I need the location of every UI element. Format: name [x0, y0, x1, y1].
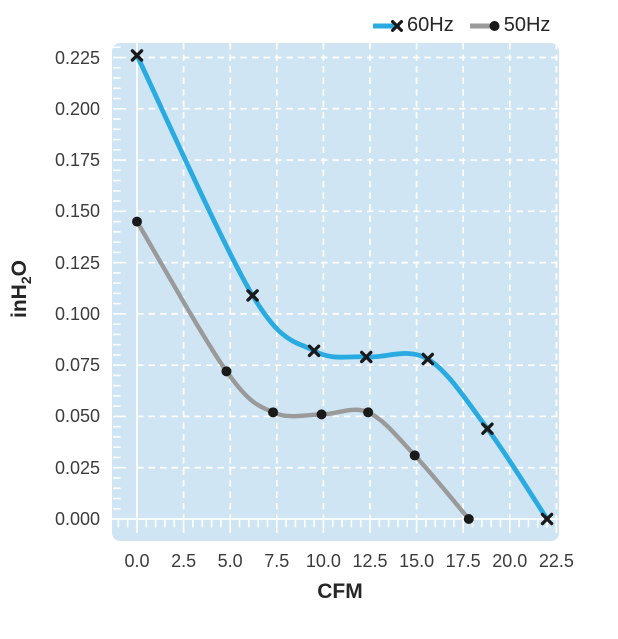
x-axis-title: CFM [317, 580, 363, 603]
x-marker-icon [421, 352, 435, 366]
dot-marker-icon [132, 216, 142, 227]
chart-legend: 60Hz 50Hz [372, 14, 550, 37]
x-marker-icon [540, 512, 554, 526]
gridlines [137, 43, 558, 519]
legend-item-60hz: 60Hz [372, 14, 454, 37]
x-marker-icon [246, 289, 259, 302]
legend-item-50hz: 50Hz [469, 14, 551, 37]
legend-50hz-line-dot-marker-icon [469, 20, 500, 31]
y-axis-title: inH2O [7, 218, 35, 360]
legend-label-60hz: 60Hz [407, 14, 454, 36]
x-marker-icon [307, 344, 321, 358]
minor-ticks [113, 46, 558, 533]
series-60hz-markers [130, 49, 554, 526]
dot-marker-icon [463, 514, 474, 524]
legend-60hz-line-x-marker-icon [373, 19, 403, 32]
legend-label-50hz: 50Hz [503, 14, 551, 36]
dot-marker-icon [221, 366, 232, 377]
y-axis-title-subscript: 2 [18, 276, 35, 285]
y-axis-title-text2: O [8, 260, 31, 277]
x-marker-icon [481, 422, 494, 436]
series-50hz-markers [132, 216, 474, 524]
x-marker-icon [360, 350, 373, 364]
dot-marker-icon [316, 409, 327, 420]
dot-marker-icon [409, 450, 420, 461]
dot-marker-icon [268, 407, 279, 418]
dot-marker-icon [363, 407, 374, 418]
x-marker-icon [130, 49, 144, 62]
y-axis-title-text: inH [8, 284, 31, 318]
